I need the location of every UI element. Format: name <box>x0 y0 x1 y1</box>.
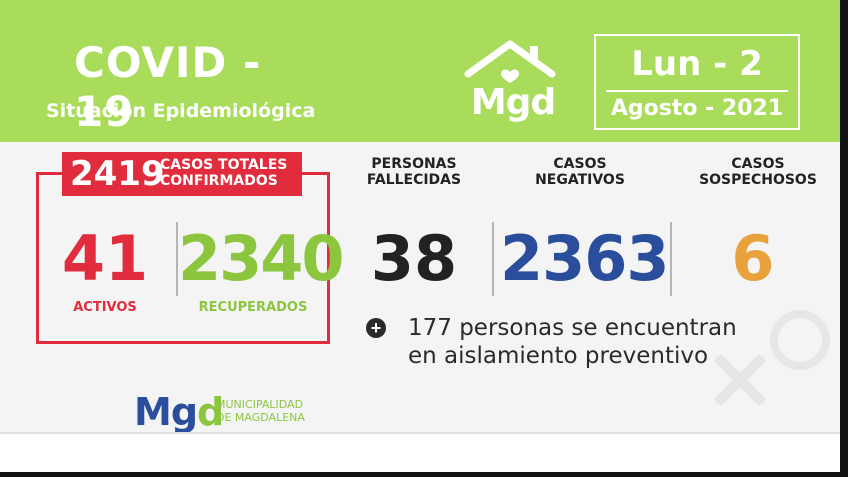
total-label-line2: CONFIRMADOS <box>160 173 278 189</box>
background-decoration-icon <box>715 310 830 405</box>
suspected-label-line1: CASOS <box>731 156 785 172</box>
date-day: Lun - 2 <box>631 44 763 84</box>
plus-circle-icon: + <box>366 318 386 338</box>
negative-label-line2: NEGATIVOS <box>535 172 625 188</box>
frame-edge-bottom <box>0 472 848 477</box>
suspected-value: 6 <box>731 222 775 295</box>
total-label-line1: CASOS TOTALES <box>160 157 288 173</box>
negative-divider <box>670 222 672 296</box>
page-title: COVID - 19 <box>74 38 262 136</box>
municipality-line1: MUNICIPALIDAD <box>216 398 304 411</box>
municipality-name: MUNICIPALIDAD DE MAGDALENA <box>216 398 336 424</box>
deaths-label-line2: FALLECIDAS <box>366 172 462 188</box>
date-month: Agosto - 2021 <box>610 96 784 121</box>
logo-mg: Mg <box>134 390 198 434</box>
page-subtitle: Situación Epidemiológica <box>46 100 316 122</box>
active-value: 41 <box>61 222 149 295</box>
negative-value: 2363 <box>500 222 670 295</box>
date-divider <box>606 90 788 92</box>
logo-text: Mgd <box>470 82 556 123</box>
deaths-label: PERSONAS FALLECIDAS <box>354 156 474 188</box>
suspected-label-line2: SOSPECHOSOS <box>699 172 817 188</box>
confirmed-divider <box>176 222 178 296</box>
deaths-label-line1: PERSONAS <box>371 156 457 172</box>
header-banner: COVID - 19 Situación Epidemiológica Mgd … <box>0 0 848 142</box>
suspected-label: CASOS SOSPECHOSOS <box>688 156 828 188</box>
mgd-home-logo: Mgd <box>460 38 560 128</box>
date-box: Lun - 2 Agosto - 2021 <box>594 34 800 130</box>
total-confirmed-label: CASOS TOTALES CONFIRMADOS <box>160 157 300 189</box>
total-confirmed-value: 2419 <box>70 154 165 194</box>
active-label: ACTIVOS <box>73 300 137 315</box>
isolation-note-line2: en aislamiento preventivo <box>408 343 709 369</box>
negative-label-line1: CASOS <box>553 156 607 172</box>
recovered-value: 2340 <box>178 222 345 295</box>
house-icon <box>464 40 556 83</box>
isolation-note: 177 personas se encuentran en aislamient… <box>408 314 828 370</box>
total-confirmed-badge: 2419 CASOS TOTALES CONFIRMADOS <box>62 152 302 196</box>
municipality-logo: Mgd <box>134 390 224 434</box>
isolation-note-line1: 177 personas se encuentran <box>408 315 737 341</box>
negative-label: CASOS NEGATIVOS <box>520 156 640 188</box>
municipality-line2: DE MAGDALENA <box>216 411 305 424</box>
logo-d: d <box>197 390 224 434</box>
deaths-divider <box>492 222 494 296</box>
deaths-value: 38 <box>370 222 458 295</box>
recovered-label: RECUPERADOS <box>198 300 308 315</box>
heart-icon <box>501 69 519 83</box>
frame-edge-right <box>840 0 848 477</box>
bottom-strip <box>0 432 848 477</box>
